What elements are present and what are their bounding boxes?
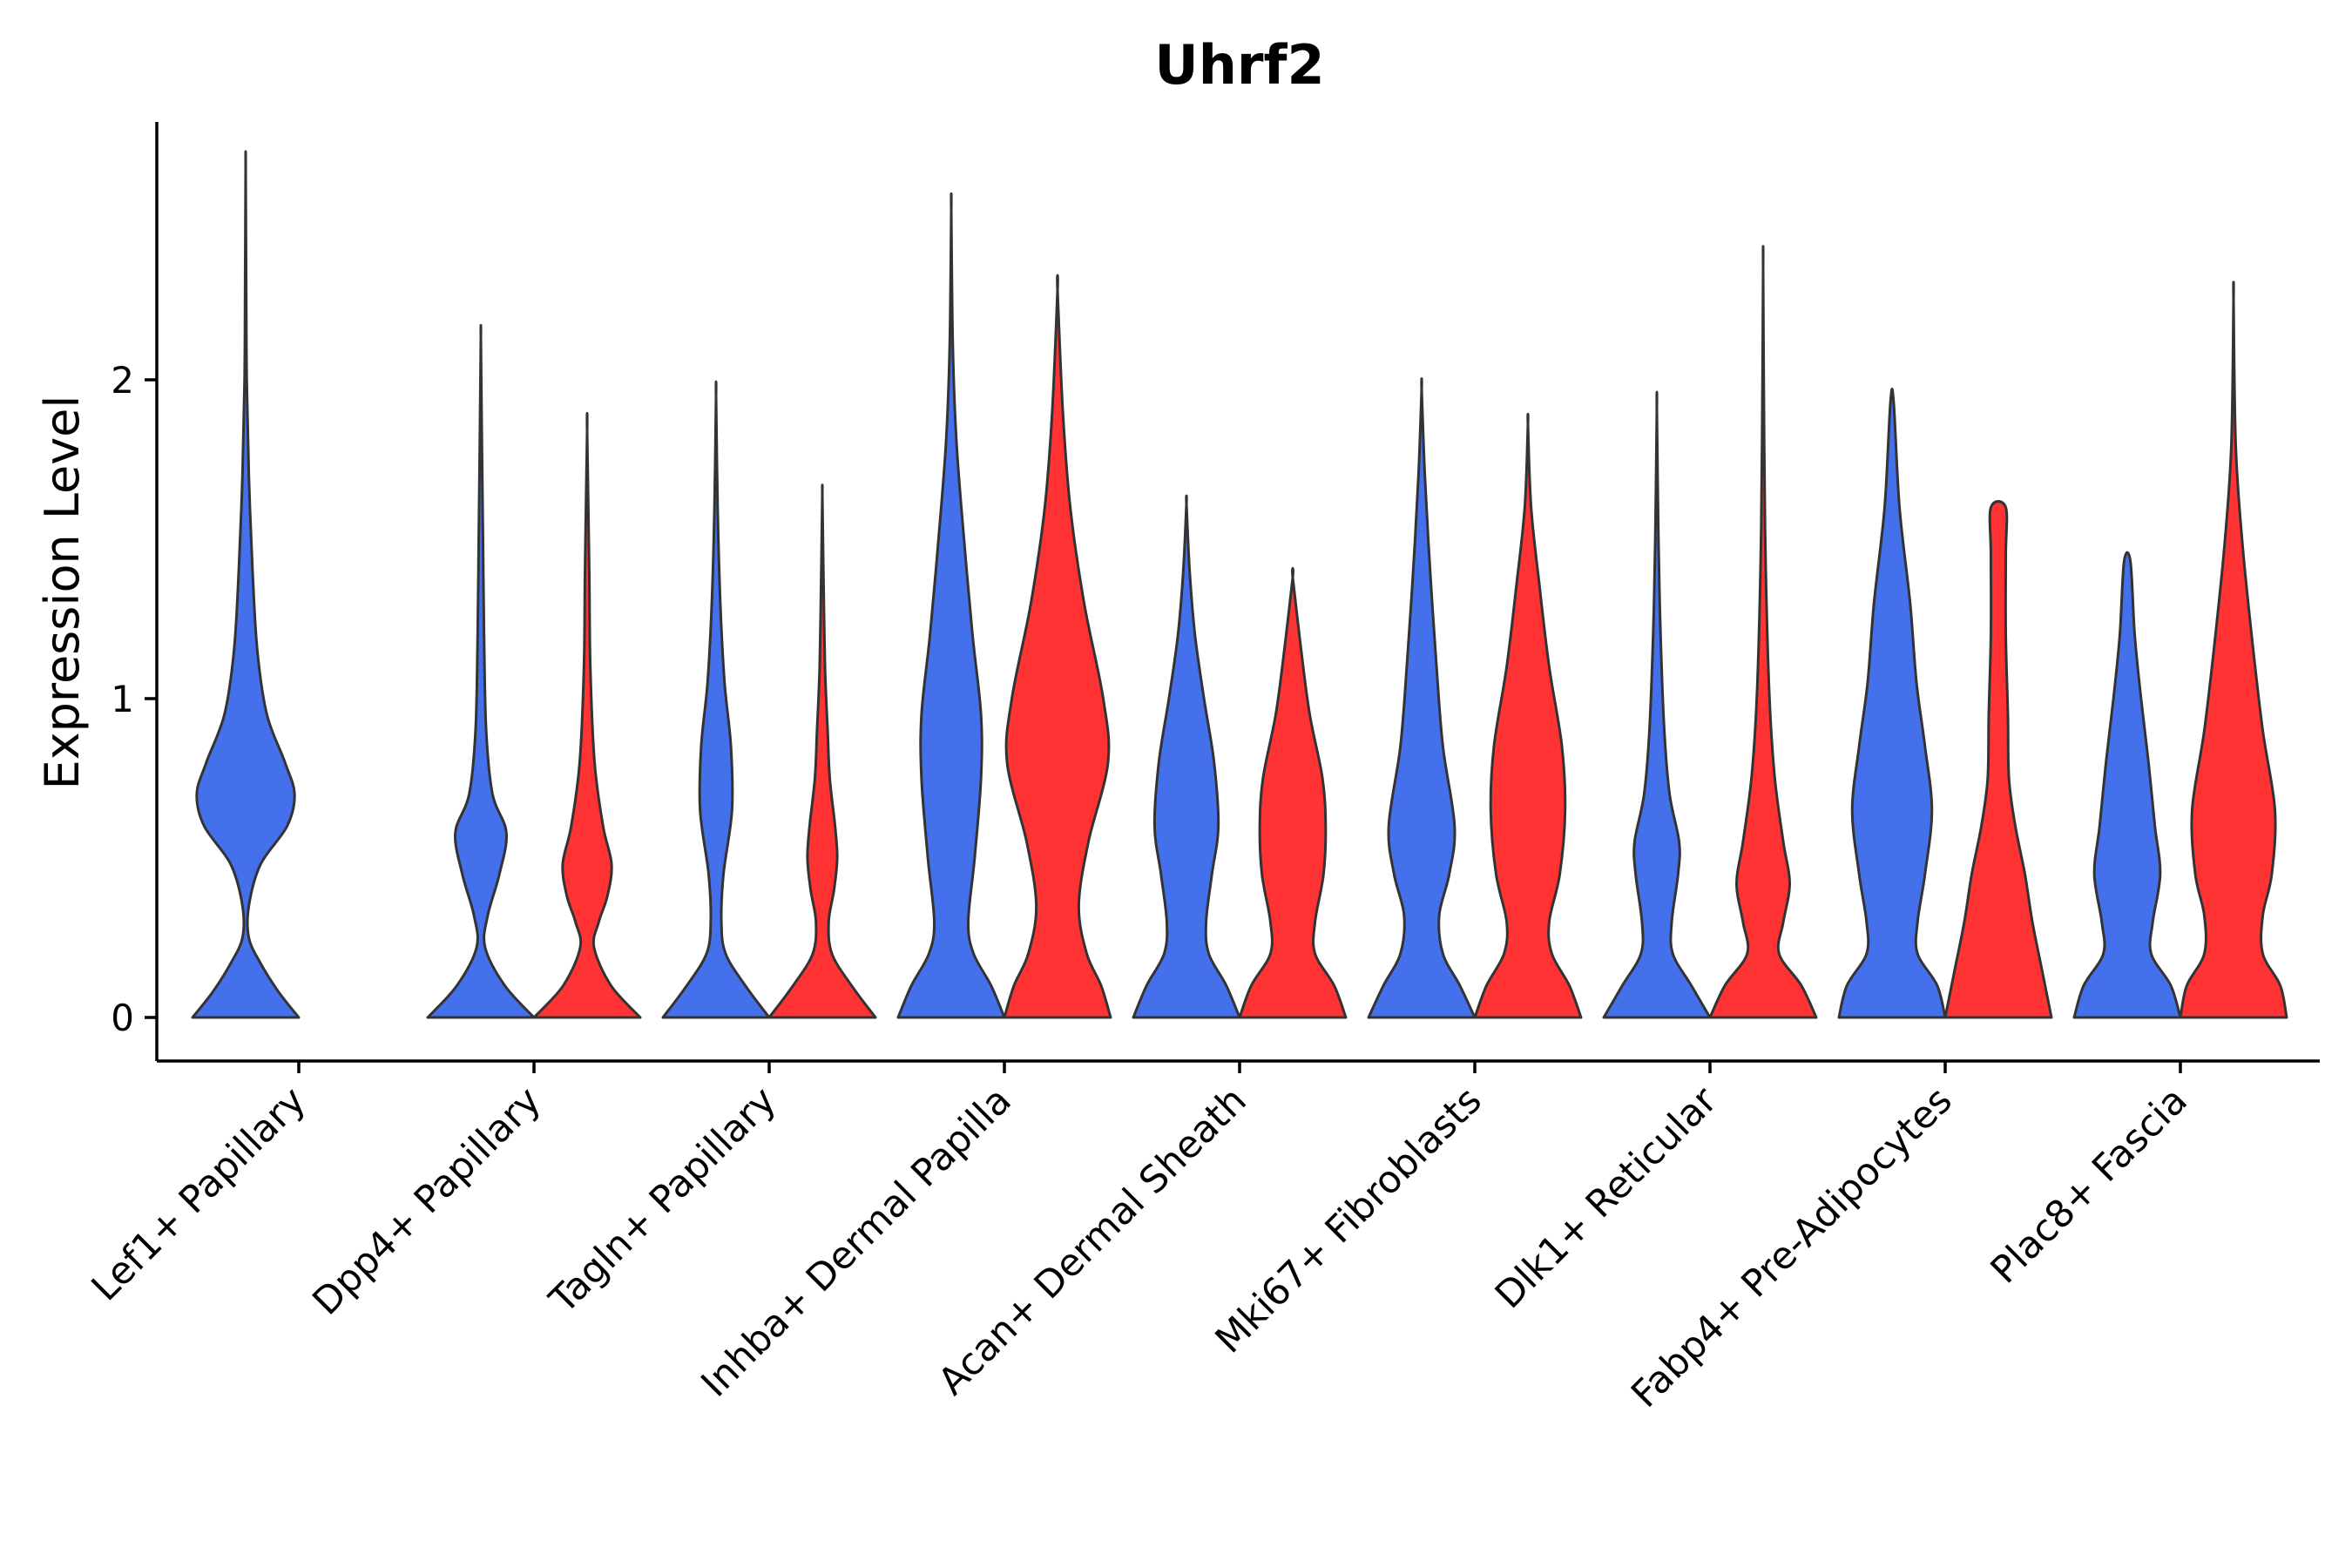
violin-red-fabp4-pre-adipocytes: [1943, 500, 2053, 1019]
violin-blue-dpp4-papillary: [426, 323, 536, 1019]
y-tick-label: 0: [111, 997, 134, 1039]
y-axis-label: Expression Level: [35, 395, 90, 790]
x-tick-label: Plac8+ Fascia: [1983, 1078, 2196, 1292]
violin-red-tagln-papillary: [767, 483, 877, 1019]
violin-blue-plac8-fascia: [2072, 551, 2182, 1019]
violin-red-inhba-dermal-papilla: [1003, 274, 1112, 1019]
y-tick-label: 1: [111, 678, 134, 720]
violin-red-dlk1-reticular: [1708, 245, 1818, 1019]
violin-blue-fabp4-pre-adipocytes: [1837, 388, 1947, 1019]
y-tick-label: 2: [111, 359, 134, 402]
x-tick-label: Mki67+ Fibroblasts: [1207, 1078, 1490, 1362]
violin-blue-lef1-papillary: [191, 150, 301, 1019]
violin-blue-acan-dermal-sheath: [1132, 494, 1241, 1019]
violin-blue-mki67-fibroblasts: [1367, 377, 1477, 1019]
y-ticks: 0 1 2: [111, 359, 157, 1039]
x-tick-label: Lef1+ Papillary: [84, 1078, 314, 1309]
x-tick-label: Dlk1+ Reticular: [1487, 1078, 1726, 1317]
violin-red-mki67-fibroblasts: [1473, 412, 1583, 1019]
violin-blue-dlk1-reticular: [1602, 390, 1712, 1019]
x-tick-label: Tagln+ Papillary: [541, 1078, 785, 1322]
violin-blue-tagln-papillary: [661, 380, 771, 1019]
violin-blue-inhba-dermal-papilla: [896, 192, 1006, 1019]
violin-red-plac8-fascia: [2179, 280, 2288, 1019]
x-tick-label: Dpp4+ Papillary: [305, 1078, 550, 1323]
violins-layer: [191, 150, 2288, 1019]
violin-red-dpp4-papillary: [532, 411, 642, 1019]
violin-red-acan-dermal-sheath: [1238, 566, 1348, 1019]
chart-title: Uhrf2: [1154, 33, 1324, 97]
